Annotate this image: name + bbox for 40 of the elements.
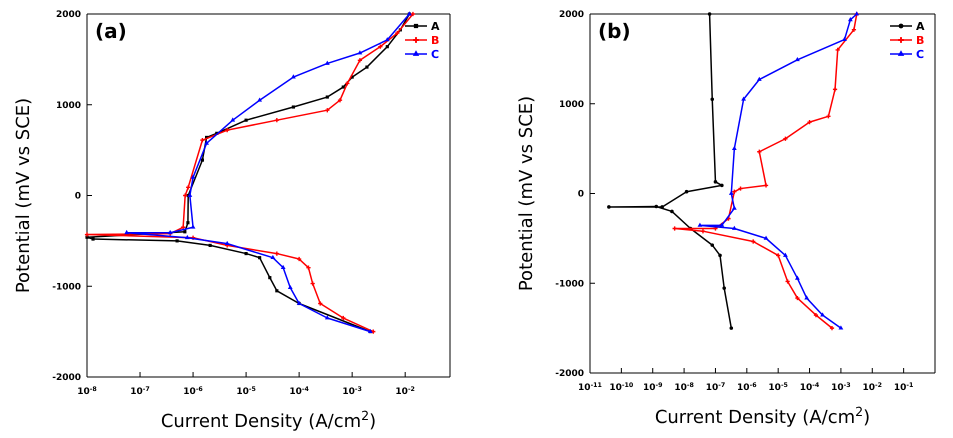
x-tick-label: 10$^{-6}$	[737, 382, 758, 393]
x-tick-label: 10$^{-2}$	[862, 382, 882, 393]
y-tick-label: 2000	[56, 10, 81, 20]
legend-label: A	[916, 20, 925, 33]
chart-title: (b)	[598, 19, 631, 43]
x-tick-label: 10$^{-7}$	[706, 382, 726, 393]
x-tick-label: 10$^{-7}$	[130, 386, 150, 397]
y-tick-label: -1000	[555, 279, 584, 290]
y-tick-label: 0	[74, 192, 81, 202]
x-tick-label: 10$^{-11}$	[578, 382, 602, 393]
y-tick-label: 0	[578, 190, 584, 200]
x-axis-title: Current Density (A/cm$^{2}$)	[160, 408, 376, 432]
x-axis-title: Current Density (A/cm$^{2}$)	[654, 404, 870, 428]
legend-label: C	[916, 48, 924, 61]
y-tick-label: 1000	[56, 100, 81, 111]
y-tick-label: -1000	[52, 282, 81, 292]
legend-label: A	[431, 20, 440, 33]
chart-title: (a)	[95, 19, 127, 43]
x-tick-label: 10$^{-8}$	[77, 386, 97, 397]
x-tick-label: 10$^{-8}$	[674, 382, 694, 393]
legend-label: B	[916, 34, 924, 47]
x-tick-label: 10$^{-6}$	[183, 386, 204, 397]
y-tick-label: 1000	[558, 100, 584, 110]
legend-label: C	[431, 48, 440, 61]
x-tick-label: 10$^{-2}$	[395, 386, 415, 397]
x-tick-label: 10$^{-5}$	[768, 382, 788, 393]
y-axis-title: Potential (mV vs SCE)	[13, 98, 34, 294]
y-tick-label: -2000	[52, 373, 81, 383]
y-tick-label: -2000	[555, 369, 584, 379]
x-tick-label: 10$^{-1}$	[894, 382, 914, 393]
x-tick-label: 10$^{-4}$	[800, 382, 820, 393]
x-tick-label: 10$^{-5}$	[236, 386, 256, 397]
x-tick-label: 10$^{-3}$	[342, 386, 362, 397]
x-tick-label: 10$^{-9}$	[642, 382, 662, 393]
legend-label: B	[431, 34, 440, 47]
y-axis-title: Potential (mV vs SCE)	[516, 96, 537, 292]
x-tick-label: 10$^{-10}$	[609, 382, 634, 393]
y-tick-label: 2000	[558, 10, 584, 20]
x-tick-label: 10$^{-4}$	[289, 386, 310, 397]
x-tick-label: 10$^{-3}$	[831, 382, 851, 393]
